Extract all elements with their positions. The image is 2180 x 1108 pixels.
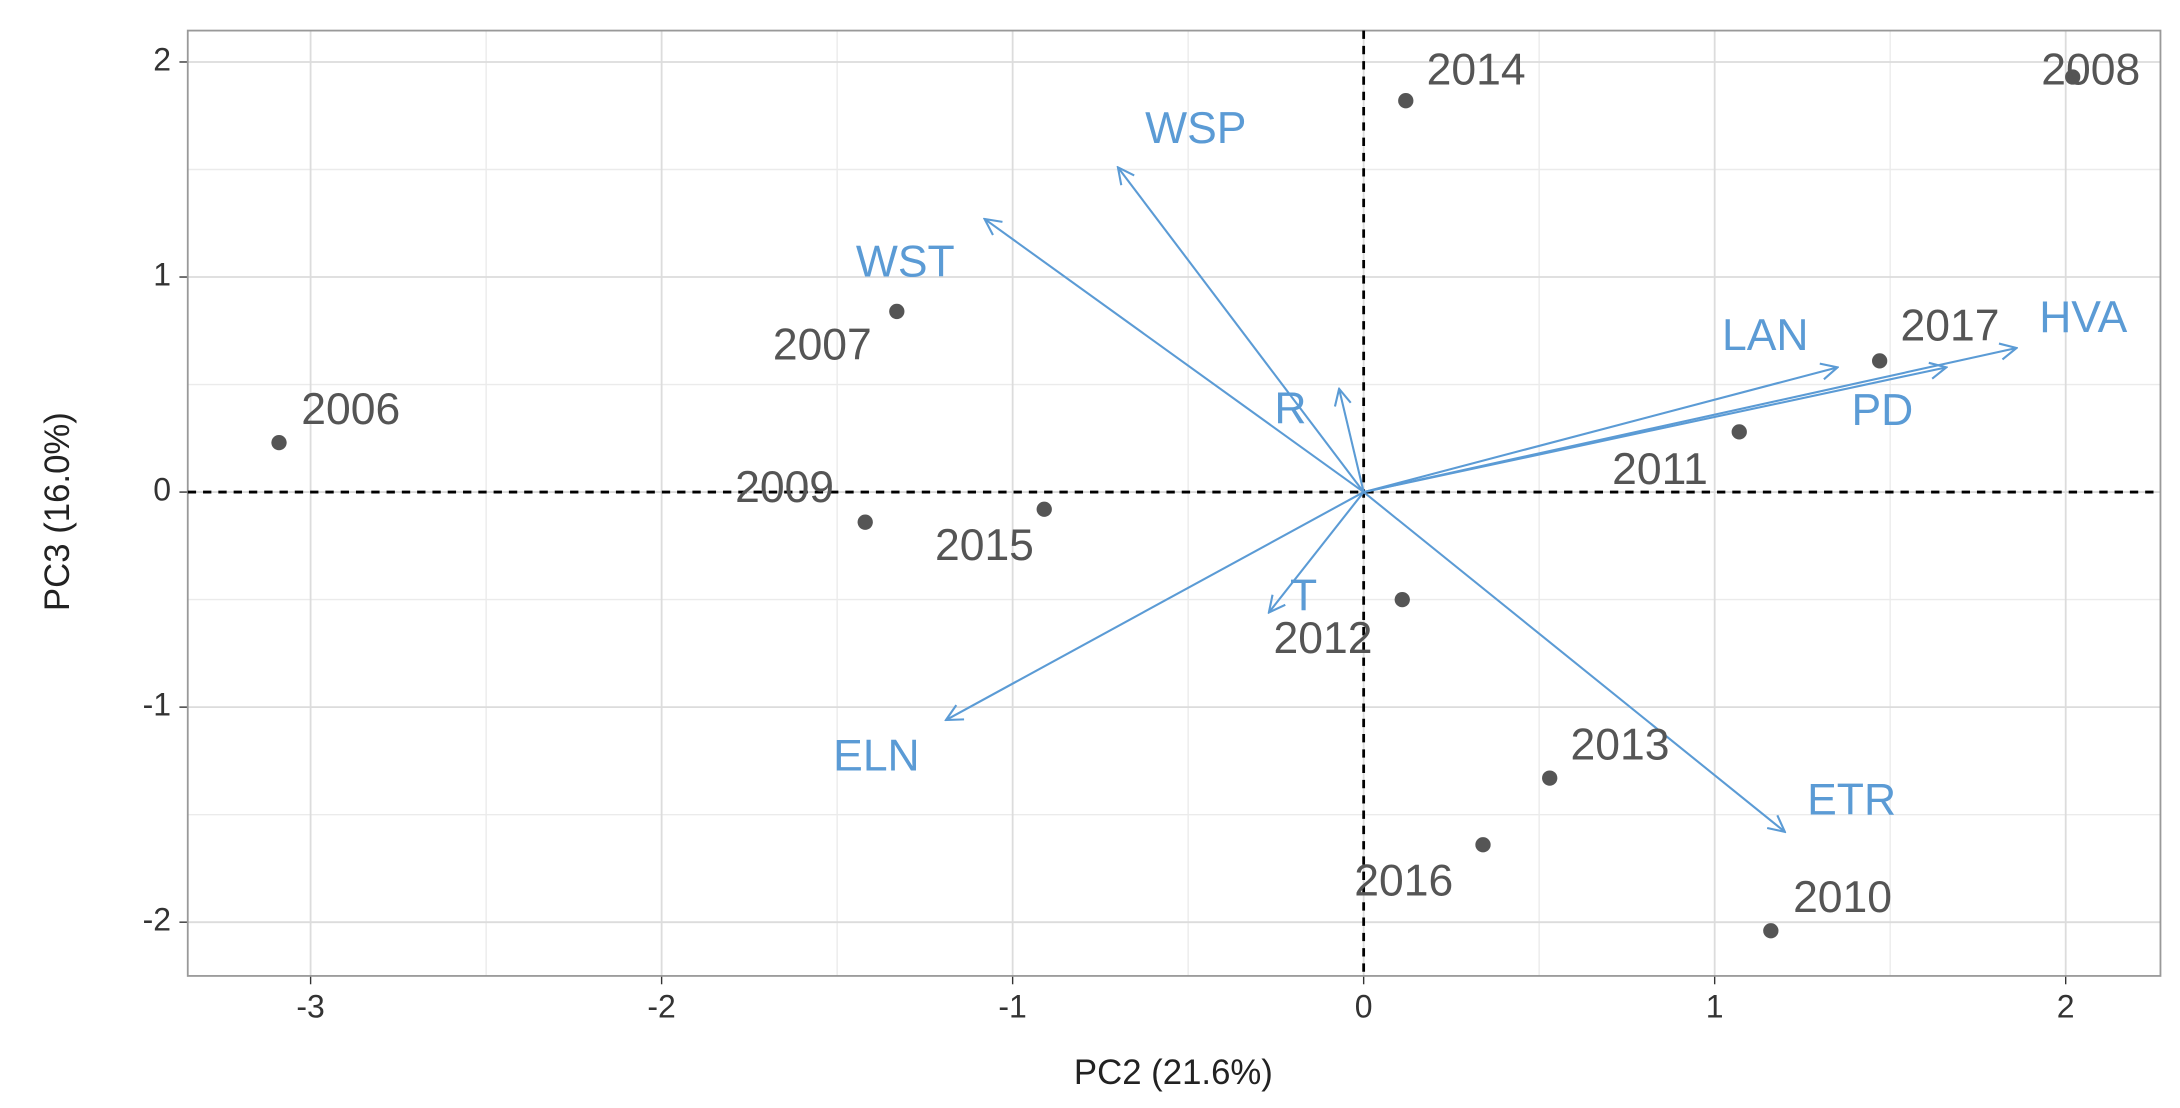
point bbox=[271, 434, 287, 451]
loading-arrow bbox=[946, 491, 1365, 720]
loading-label: HVA bbox=[2039, 293, 2127, 342]
loading-arrow bbox=[1118, 167, 1365, 493]
point bbox=[1398, 93, 1414, 109]
y-tick-label: 2 bbox=[153, 41, 171, 77]
x-axis-title: PC2 (21.6%) bbox=[1074, 1054, 1273, 1092]
point-label: 2017 bbox=[1901, 302, 2000, 351]
point-label: 2016 bbox=[1354, 856, 1453, 905]
point-label: 2006 bbox=[301, 385, 400, 434]
point-label: 2013 bbox=[1571, 720, 1670, 769]
y-tick-label: -2 bbox=[143, 902, 171, 938]
loading-label: LAN bbox=[1722, 311, 1809, 360]
point-label: 2008 bbox=[2041, 46, 2140, 95]
plot-border bbox=[186, 29, 2162, 977]
loading-label: WSP bbox=[1145, 104, 1246, 153]
point-label: 2007 bbox=[773, 320, 872, 369]
y-tick-label: 1 bbox=[153, 256, 171, 292]
x-tick-label: -3 bbox=[296, 989, 324, 1025]
loading-label: PD bbox=[1852, 386, 1914, 435]
loading-arrow bbox=[1363, 348, 2017, 494]
point bbox=[1731, 424, 1747, 440]
point bbox=[1394, 591, 1410, 608]
point-label: 2009 bbox=[735, 463, 834, 512]
point-label: 2012 bbox=[1274, 614, 1373, 663]
loading-arrow bbox=[1363, 491, 1785, 832]
point bbox=[1542, 770, 1558, 786]
point-label: 2011 bbox=[1612, 445, 1708, 494]
loading-label: WST bbox=[856, 238, 955, 287]
y-tick-label: -1 bbox=[143, 687, 171, 723]
point bbox=[1763, 923, 1779, 939]
x-tick-label: -2 bbox=[647, 989, 675, 1025]
point bbox=[889, 303, 905, 320]
loading-label: ELN bbox=[833, 732, 920, 781]
loading-label: ETR bbox=[1807, 775, 1896, 824]
point-label: 2014 bbox=[1427, 46, 1526, 95]
point bbox=[857, 514, 873, 530]
x-tick-label: 0 bbox=[1355, 989, 1373, 1025]
y-axis-title: PC3 (16.0%) bbox=[39, 412, 77, 611]
loading-arrow bbox=[1339, 389, 1365, 493]
point bbox=[1872, 353, 1888, 369]
x-tick-label: 2 bbox=[2057, 989, 2075, 1025]
loading-label: R bbox=[1274, 384, 1306, 433]
loading-label: T bbox=[1290, 571, 1317, 620]
x-tick-label: -1 bbox=[998, 989, 1026, 1025]
x-tick-label: 1 bbox=[1706, 989, 1724, 1025]
y-tick-label: 0 bbox=[153, 472, 171, 508]
point bbox=[2065, 69, 2081, 85]
loading-arrow bbox=[1269, 491, 1365, 612]
loading-arrow bbox=[1363, 367, 1838, 494]
point-label: 2010 bbox=[1793, 873, 1892, 922]
point bbox=[1036, 501, 1052, 517]
loading-arrow bbox=[985, 219, 1365, 493]
point bbox=[1475, 837, 1491, 853]
point-label: 2015 bbox=[935, 521, 1034, 570]
